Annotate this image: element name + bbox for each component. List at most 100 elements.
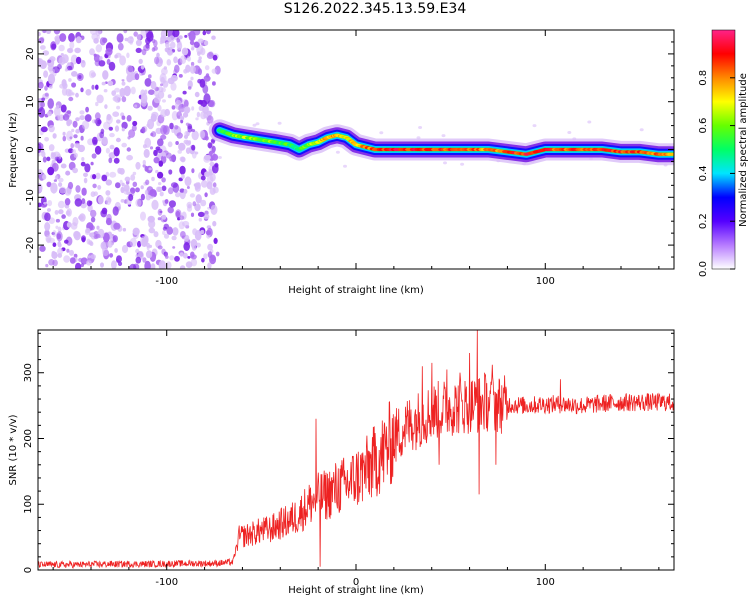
noise-blob (75, 36, 82, 44)
noise-blob (38, 152, 41, 157)
noise-blob (112, 111, 120, 117)
noise-blob (157, 171, 164, 179)
noise-blob (195, 194, 202, 204)
noise-blob (153, 149, 158, 157)
noise-blob (203, 112, 209, 119)
noise-blob (148, 74, 152, 79)
noise-blob (136, 33, 141, 41)
noise-blob (165, 255, 169, 259)
noise-blob (197, 68, 202, 76)
noise-blob (184, 176, 192, 187)
noise-blob (193, 183, 198, 187)
noise-blob (173, 56, 178, 64)
noise-blob (161, 185, 167, 192)
noise-blob (194, 151, 199, 155)
noise-blob (587, 120, 592, 124)
noise-blob (197, 51, 201, 57)
noise-blob (114, 94, 122, 103)
noise-blob (95, 101, 99, 107)
noise-blob (150, 113, 157, 122)
noise-blob (167, 94, 172, 99)
noise-blob (96, 94, 104, 104)
spectrogram-xtick-label: -100 (155, 276, 178, 287)
noise-blob (64, 188, 72, 196)
noise-blob (89, 48, 95, 56)
noise-blob (197, 38, 204, 44)
noise-blob (57, 200, 65, 209)
colorbar-gradient (712, 30, 735, 269)
ridge-core-point (669, 152, 674, 156)
noise-blob (111, 90, 117, 96)
noise-blob (211, 35, 216, 40)
noise-blob (181, 47, 189, 56)
noise-blob (171, 110, 178, 121)
noise-blob (114, 87, 120, 93)
noise-blob (180, 231, 186, 238)
noise-blob (217, 156, 222, 159)
noise-blob (74, 198, 83, 207)
noise-blob (155, 169, 159, 174)
noise-blob (202, 84, 209, 94)
noise-blob (59, 33, 67, 42)
noise-blob (134, 104, 138, 108)
noise-blob (179, 188, 185, 193)
noise-blob (75, 56, 82, 65)
noise-blob (207, 243, 214, 251)
noise-blob (143, 148, 150, 158)
noise-blob (150, 81, 157, 90)
snr-frame (37, 329, 675, 571)
noise-blob (90, 216, 96, 223)
noise-blob (88, 240, 93, 246)
noise-blob (174, 64, 180, 74)
noise-blob (55, 225, 59, 229)
noise-blob (124, 176, 131, 182)
noise-blob (62, 131, 66, 136)
noise-blob (103, 232, 110, 243)
noise-blob (144, 260, 151, 269)
noise-blob (168, 169, 173, 175)
noise-blob (64, 111, 72, 118)
noise-blob (93, 53, 97, 57)
noise-blob (119, 179, 123, 185)
noise-blob (72, 120, 78, 128)
noise-blob (105, 190, 111, 196)
noise-blob (190, 258, 198, 267)
noise-blob (52, 152, 57, 158)
noise-blob (182, 90, 187, 95)
noise-blob (39, 245, 46, 252)
noise-blob (85, 106, 89, 113)
noise-blob (62, 135, 67, 142)
noise-blob (127, 65, 134, 73)
noise-blob (196, 242, 201, 248)
noise-blob (140, 65, 145, 70)
noise-blob (189, 65, 196, 74)
snr-ytick-label: 200 (23, 429, 34, 448)
noise-blob (68, 78, 72, 82)
snr-xtick-label: 100 (536, 577, 555, 588)
noise-blob (172, 246, 176, 249)
noise-blob (44, 222, 51, 231)
noise-blob (105, 179, 113, 186)
noise-blob (71, 71, 78, 77)
noise-blob (166, 226, 173, 235)
noise-blob (81, 198, 86, 205)
noise-blob (51, 251, 58, 259)
noise-blob (189, 40, 195, 46)
noise-blob (116, 33, 124, 43)
noise-blob (57, 247, 64, 255)
noise-blob (75, 92, 79, 98)
colorbar-tick-label: 0.6 (698, 118, 709, 134)
noise-blob (108, 126, 114, 131)
noise-blob (57, 226, 62, 233)
noise-blob (183, 189, 188, 194)
noise-blob (215, 251, 220, 257)
noise-blob (91, 84, 95, 90)
noise-blob (121, 142, 127, 148)
noise-blob (113, 222, 121, 230)
noise-blob (156, 148, 163, 154)
noise-blob (206, 181, 213, 190)
noise-blob (156, 186, 161, 192)
noise-blob (126, 147, 131, 152)
noise-blob (140, 92, 148, 104)
noise-blob (121, 244, 129, 254)
